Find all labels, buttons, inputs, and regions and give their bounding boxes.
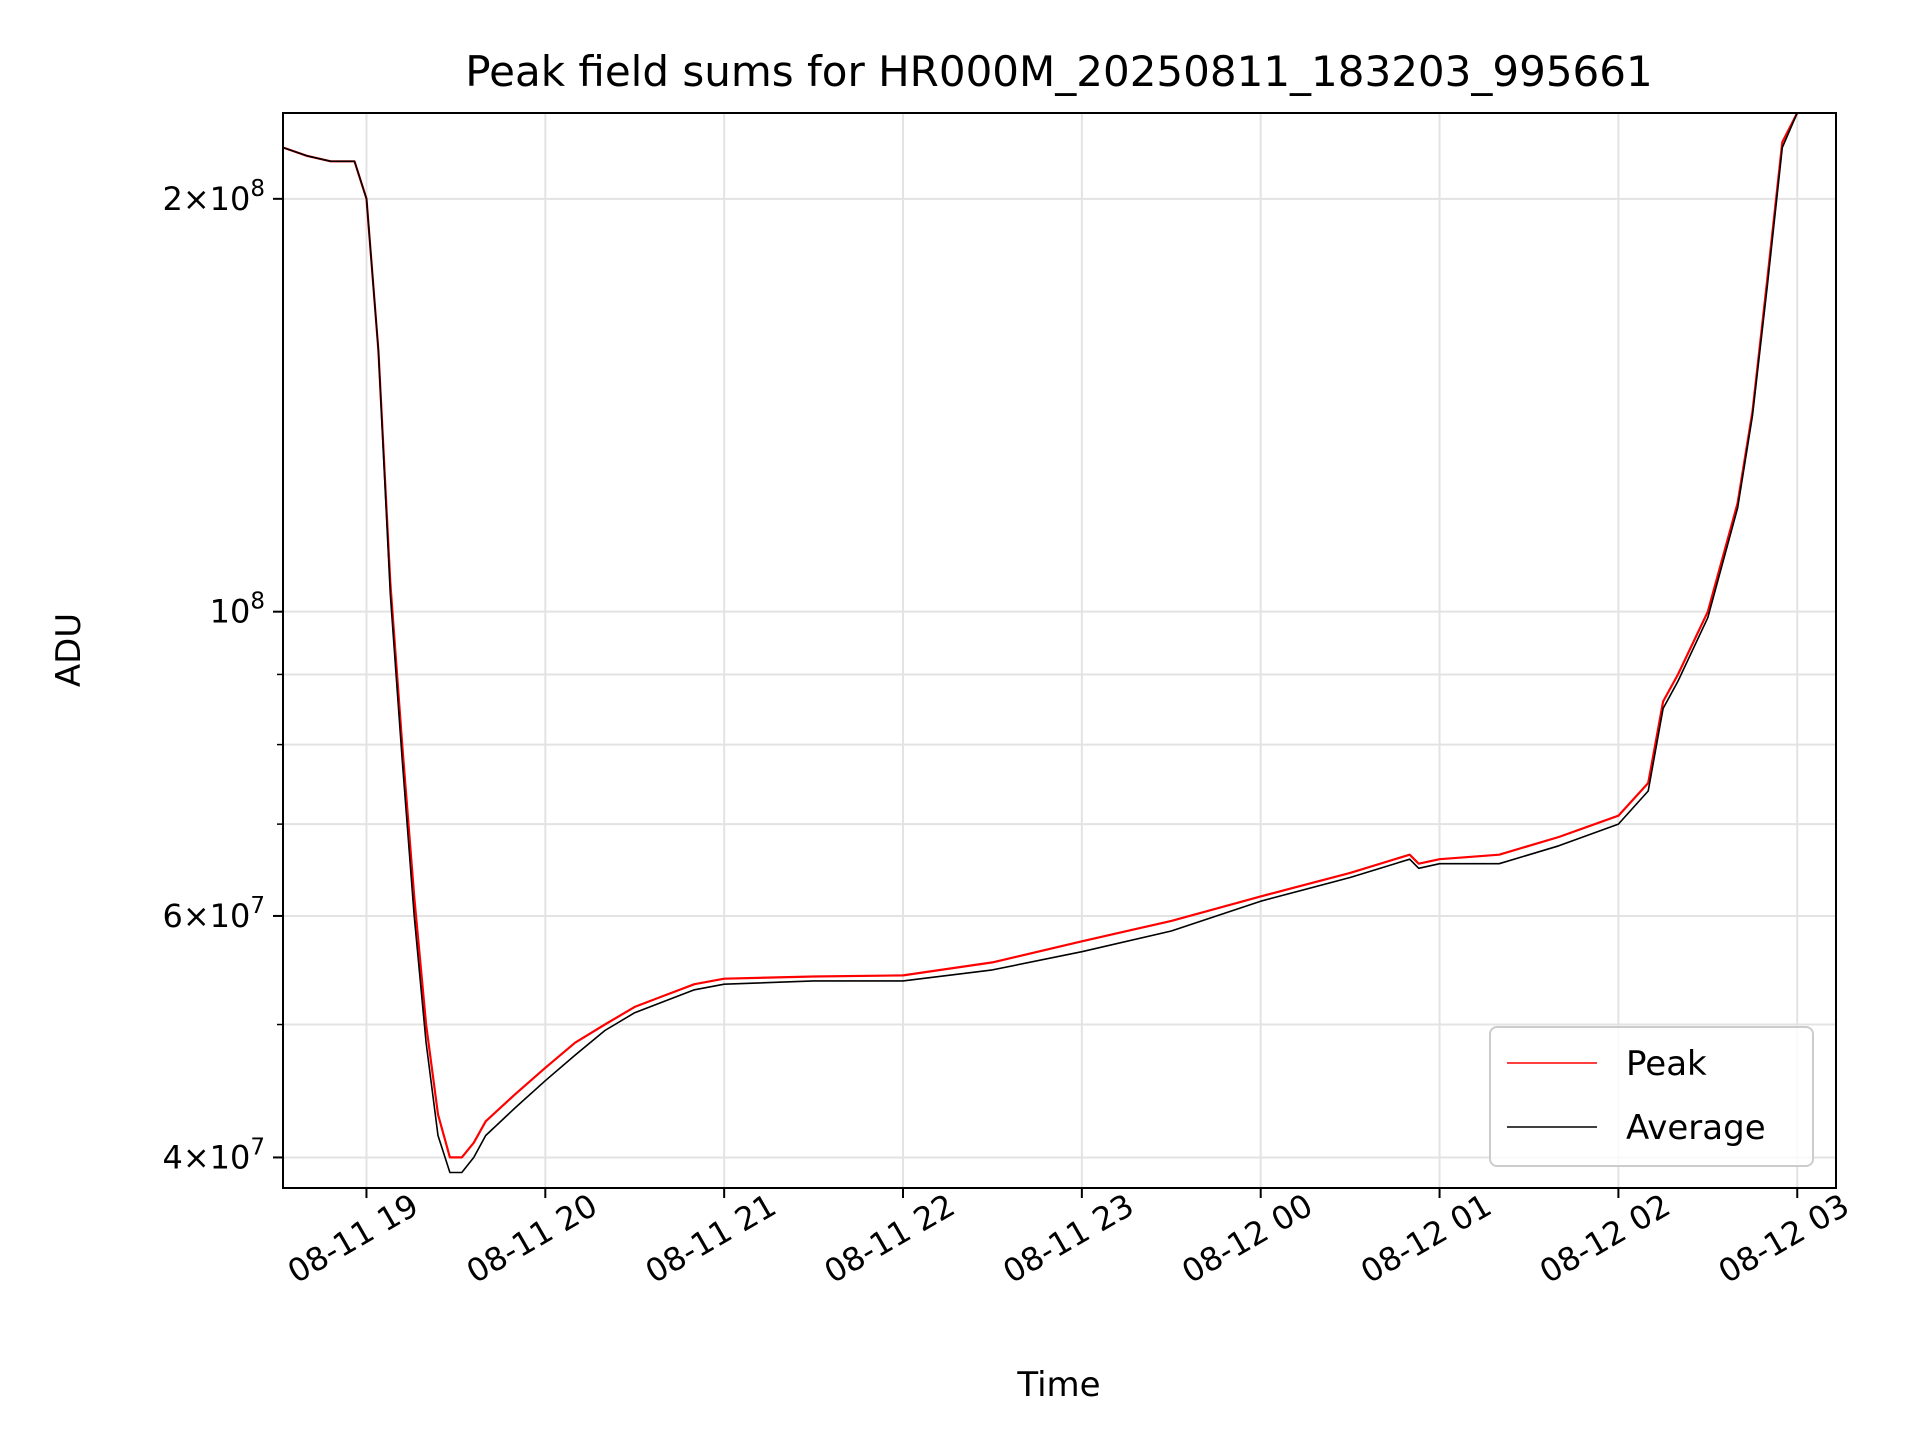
- chart-title: Peak field sums for HR000M_20250811_1832…: [465, 47, 1652, 96]
- legend-box: [1489, 1026, 1814, 1167]
- y-tick-label: 108: [210, 589, 265, 631]
- series-layer: [283, 113, 1799, 1174]
- y-tick-base: 10: [210, 1138, 251, 1176]
- legend: Peak Average: [1489, 1026, 1814, 1167]
- legend-peak-label: Peak: [1626, 1044, 1707, 1084]
- y-tick-base: 10: [210, 897, 251, 935]
- y-tick-mantissa: 2: [162, 180, 182, 218]
- y-tick-label: 2×108: [162, 176, 265, 218]
- y-tick-times: ×: [183, 180, 210, 218]
- x-axis-label: Time: [1016, 1365, 1100, 1405]
- y-tick-mantissa: 4: [162, 1138, 182, 1176]
- y-tick-base: 10: [210, 180, 251, 218]
- y-tick-exponent: 7: [250, 1134, 265, 1160]
- series-line-peak: [283, 113, 1799, 1159]
- y-tick-exponent: 8: [250, 176, 265, 202]
- y-tick-label: 4×107: [162, 1134, 265, 1176]
- y-tick-times: ×: [183, 897, 210, 935]
- y-tick-mantissa: 6: [162, 897, 182, 935]
- y-axis-label: ADU: [49, 613, 89, 687]
- y-tick-exponent: 8: [250, 589, 265, 615]
- y-tick-times: ×: [183, 1138, 210, 1176]
- y-tick-exponent: 7: [250, 893, 265, 919]
- y-tick-base: 10: [210, 593, 251, 631]
- y-tick-label: 6×107: [162, 893, 265, 935]
- series-line-average: [283, 113, 1798, 1174]
- plot-frame: [282, 112, 1837, 1189]
- legend-average-label: Average: [1626, 1108, 1766, 1148]
